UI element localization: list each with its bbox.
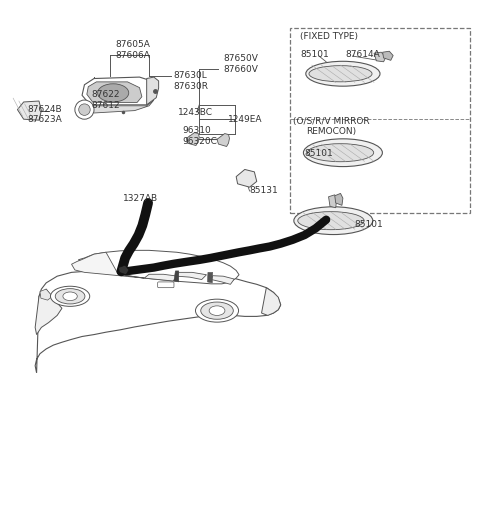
Polygon shape: [186, 133, 199, 146]
Polygon shape: [144, 275, 178, 281]
Text: 85101: 85101: [305, 149, 334, 158]
Text: 1243BC: 1243BC: [178, 107, 213, 117]
Ellipse shape: [309, 66, 372, 82]
Polygon shape: [82, 100, 154, 113]
Polygon shape: [328, 195, 336, 208]
Polygon shape: [87, 82, 142, 103]
Ellipse shape: [307, 143, 373, 162]
Text: 87622
87612: 87622 87612: [92, 90, 120, 110]
Ellipse shape: [50, 286, 90, 307]
Text: (FIXED TYPE): (FIXED TYPE): [300, 32, 358, 41]
FancyBboxPatch shape: [290, 28, 470, 213]
Polygon shape: [40, 289, 52, 300]
Polygon shape: [177, 272, 206, 280]
Ellipse shape: [195, 299, 239, 322]
Polygon shape: [383, 51, 393, 60]
Text: 85131: 85131: [250, 186, 278, 196]
Text: 85101: 85101: [301, 50, 330, 59]
Polygon shape: [174, 271, 179, 282]
Polygon shape: [78, 250, 239, 284]
Polygon shape: [207, 272, 213, 283]
Text: 87624B
87623A: 87624B 87623A: [27, 105, 62, 124]
Ellipse shape: [306, 61, 380, 86]
Text: 96310
96320C: 96310 96320C: [182, 126, 217, 146]
Text: 87605A
87606A: 87605A 87606A: [115, 40, 150, 59]
Text: (O/S/R/V MIRROR
REMOCON): (O/S/R/V MIRROR REMOCON): [293, 117, 369, 136]
Text: 85101: 85101: [355, 220, 384, 229]
Text: 87650V
87660V: 87650V 87660V: [223, 55, 258, 74]
Ellipse shape: [209, 306, 225, 315]
Polygon shape: [262, 288, 281, 315]
Polygon shape: [35, 289, 62, 334]
Polygon shape: [17, 101, 41, 120]
Polygon shape: [217, 134, 229, 147]
Text: 87614A: 87614A: [345, 50, 380, 59]
Polygon shape: [211, 276, 234, 284]
Ellipse shape: [63, 292, 77, 301]
Ellipse shape: [55, 288, 85, 304]
Circle shape: [75, 100, 94, 119]
Ellipse shape: [201, 302, 233, 319]
Ellipse shape: [298, 212, 364, 230]
Polygon shape: [72, 252, 144, 278]
Polygon shape: [82, 77, 156, 105]
Text: 1327AB: 1327AB: [123, 194, 158, 203]
Polygon shape: [119, 265, 129, 275]
FancyBboxPatch shape: [157, 282, 174, 288]
Polygon shape: [236, 169, 257, 187]
Circle shape: [79, 104, 90, 116]
Ellipse shape: [303, 139, 383, 167]
Ellipse shape: [294, 207, 373, 235]
Text: 1249EA: 1249EA: [228, 115, 263, 124]
Polygon shape: [35, 271, 281, 373]
Text: 87630L
87630R: 87630L 87630R: [173, 71, 208, 91]
Polygon shape: [374, 52, 386, 62]
Polygon shape: [335, 194, 343, 205]
Polygon shape: [147, 77, 158, 105]
Ellipse shape: [97, 84, 129, 102]
